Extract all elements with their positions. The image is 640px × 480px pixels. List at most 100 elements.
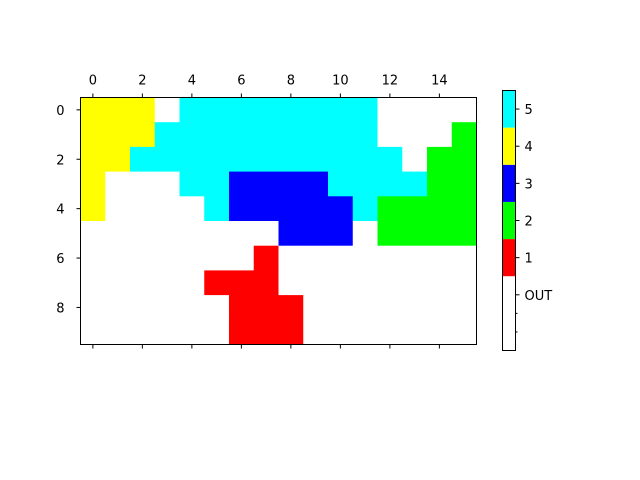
heatmap-cell <box>328 245 354 271</box>
heatmap-cell <box>402 122 428 148</box>
heatmap-cell <box>377 221 403 247</box>
heatmap-cell <box>427 146 453 172</box>
heatmap-cell <box>328 97 354 123</box>
heatmap-cell <box>105 221 131 247</box>
heatmap-cell <box>154 122 180 148</box>
colorbar: OUT 1 2 3 4 5 <box>502 90 553 351</box>
heatmap-cell <box>179 122 205 148</box>
heatmap-cell <box>80 245 106 271</box>
colorbar-label: 1 <box>525 252 533 267</box>
heatmap-cell <box>253 245 279 271</box>
heatmap-cell <box>328 319 354 345</box>
heatmap-cell <box>179 196 205 222</box>
heatmap-cell <box>427 221 453 247</box>
heatmap-cell <box>105 171 131 197</box>
heatmap-cell <box>80 146 106 172</box>
heatmap-cell <box>402 171 428 197</box>
y-axis-left: 0 2 4 6 8 <box>56 104 81 316</box>
colorbar-label: 3 <box>525 177 533 192</box>
heatmap-cell <box>352 97 378 123</box>
heatmap-cell <box>179 245 205 271</box>
x-tick-label: 6 <box>237 74 245 89</box>
heatmap-cell <box>451 319 477 345</box>
heatmap-cell <box>179 171 205 197</box>
x-tick-label: 2 <box>138 74 146 89</box>
heatmap-cell <box>328 171 354 197</box>
heatmap-cell <box>427 319 453 345</box>
heatmap-cell <box>451 122 477 148</box>
heatmap-cell <box>451 146 477 172</box>
x-tick-label: 0 <box>89 74 97 89</box>
y-tick-label: 8 <box>56 301 64 316</box>
heatmap-cell <box>179 319 205 345</box>
heatmap-cell <box>377 319 403 345</box>
heatmap-cell <box>229 221 255 247</box>
heatmap-cell <box>105 122 131 148</box>
heatmap-cell <box>204 270 230 296</box>
colorbar-segment-out <box>502 276 516 351</box>
heatmap-cell <box>253 196 279 222</box>
heatmap-cell <box>278 270 304 296</box>
heatmap-cell <box>105 270 131 296</box>
heatmap-cell <box>278 97 304 123</box>
heatmap-cell <box>253 146 279 172</box>
heatmap-cell <box>229 319 255 345</box>
heatmap-cell <box>402 319 428 345</box>
colorbar-label: OUT <box>525 289 553 304</box>
heatmap-cell <box>352 270 378 296</box>
heatmap-cell <box>253 122 279 148</box>
heatmap-cell <box>253 171 279 197</box>
heatmap-cell <box>377 97 403 123</box>
colorbar-segment-3 <box>502 164 516 202</box>
heatmap-cell <box>130 270 156 296</box>
heatmap-cell <box>278 146 304 172</box>
heatmap-cell <box>105 146 131 172</box>
heatmap-cell <box>303 319 329 345</box>
y-tick-label: 4 <box>56 203 64 218</box>
heatmap-cell <box>377 270 403 296</box>
heatmap-cell <box>154 319 180 345</box>
heatmap-cell <box>427 122 453 148</box>
heatmap-cell <box>229 295 255 321</box>
heatmap-cell <box>130 122 156 148</box>
heatmap-cell <box>352 221 378 247</box>
heatmap-cell <box>278 196 304 222</box>
heatmap-cell <box>352 319 378 345</box>
heatmap-cell <box>328 146 354 172</box>
heatmap-cell <box>278 245 304 271</box>
heatmap-cell <box>80 122 106 148</box>
heatmap-cell <box>303 122 329 148</box>
heatmap-cell <box>179 270 205 296</box>
heatmap-cell <box>303 245 329 271</box>
heatmap-cell <box>451 245 477 271</box>
x-tick-label: 10 <box>332 74 349 89</box>
heatmap-cell <box>80 319 106 345</box>
heatmap-cell <box>377 295 403 321</box>
heatmap-cell <box>229 270 255 296</box>
heatmap-cell <box>427 270 453 296</box>
heatmap-cell <box>80 221 106 247</box>
heatmap-cell <box>229 146 255 172</box>
heatmap-cell <box>130 196 156 222</box>
heatmap-cell <box>303 97 329 123</box>
heatmap-cell <box>352 171 378 197</box>
heatmap-cell <box>352 146 378 172</box>
colorbar-label: 5 <box>525 103 533 118</box>
colorbar-segment-2 <box>502 201 516 240</box>
heatmap-cell <box>328 221 354 247</box>
heatmap-cells <box>80 97 477 345</box>
heatmap-cell <box>402 146 428 172</box>
heatmap-cell <box>427 295 453 321</box>
heatmap-cell <box>402 97 428 123</box>
heatmap-cell <box>105 97 131 123</box>
heatmap-cell <box>303 196 329 222</box>
heatmap-cell <box>204 171 230 197</box>
heatmap-cell <box>377 122 403 148</box>
heatmap-cell <box>427 171 453 197</box>
heatmap-cell <box>229 171 255 197</box>
heatmap-cell <box>352 122 378 148</box>
heatmap-cell <box>204 122 230 148</box>
heatmap-cell <box>154 221 180 247</box>
heatmap-cell <box>451 270 477 296</box>
heatmap-cell <box>352 196 378 222</box>
